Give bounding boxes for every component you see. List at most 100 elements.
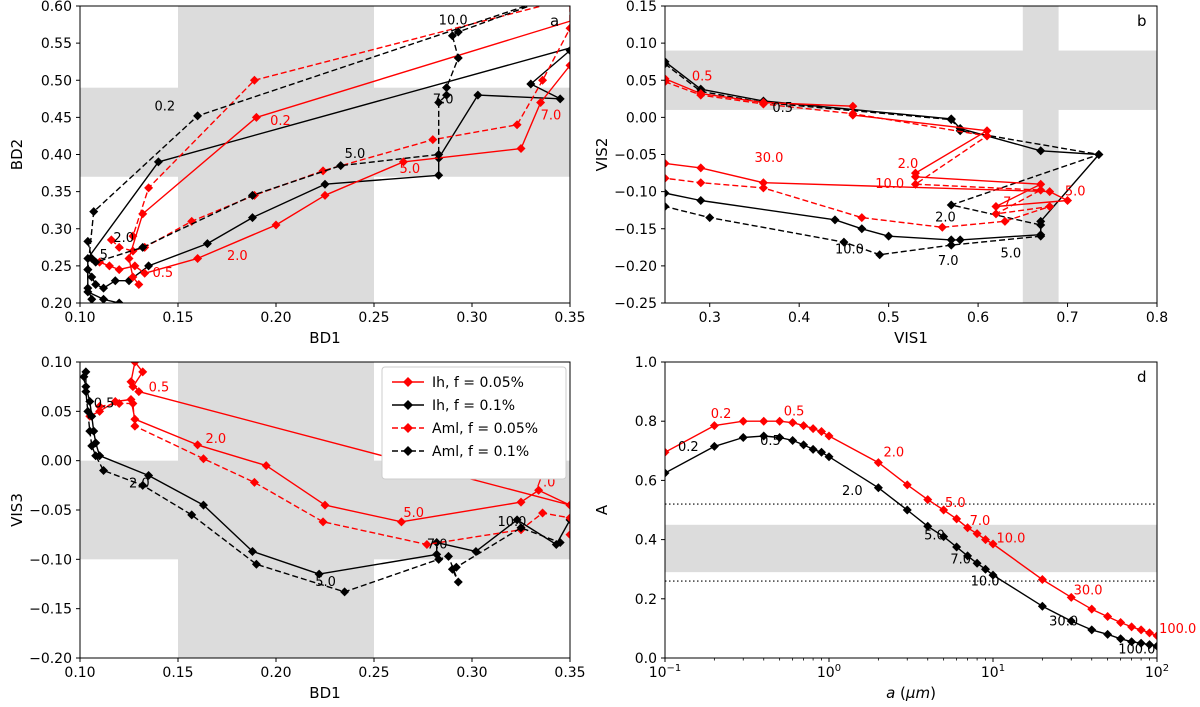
y-tick-label: 0.05 (626, 73, 657, 89)
x-tick-label: 0.5 (878, 310, 900, 326)
data-point-marker (1136, 638, 1146, 648)
data-point-marker (555, 538, 565, 548)
series-ih-f-0-05- (665, 416, 1157, 641)
point-label: 5 (100, 248, 108, 263)
data-point-marker (138, 242, 148, 252)
data-point-marker (89, 207, 99, 217)
x-axis-label: VIS1 (894, 329, 928, 347)
data-point-marker (759, 416, 769, 426)
y-tick-label: 0.45 (41, 110, 72, 126)
data-point-marker (816, 447, 826, 457)
point-label: 2.0 (227, 249, 248, 264)
point-label: 5.0 (924, 529, 945, 544)
point-label: 100.0 (1159, 622, 1196, 637)
y-tick-label: −0.10 (29, 552, 72, 568)
data-point-marker (873, 483, 883, 493)
x-axis-label: BD1 (309, 329, 340, 347)
data-point-marker (875, 250, 885, 260)
point-label: 0.5 (94, 396, 115, 411)
x-tick-label: 0.30 (456, 310, 487, 326)
data-point-marker (1037, 575, 1047, 585)
data-point-marker (1116, 634, 1126, 644)
data-point-marker (758, 178, 768, 188)
data-point-marker (665, 59, 670, 69)
y-tick-label: −0.25 (614, 296, 657, 312)
x-tick-label: 0.10 (64, 665, 95, 681)
data-point-marker (857, 213, 867, 223)
data-point-marker (198, 500, 208, 510)
data-point-marker (910, 172, 920, 182)
data-point-marker (140, 268, 150, 278)
point-label: 5.0 (403, 506, 424, 521)
data-point-marker (1127, 622, 1137, 632)
data-point-marker (839, 237, 849, 247)
data-point-marker (85, 426, 95, 436)
point-label: 2.0 (842, 484, 863, 499)
data-point-marker (128, 272, 138, 282)
data-point-marker (1000, 216, 1010, 226)
data-point-marker (451, 562, 461, 572)
point-label: 2.0 (884, 446, 905, 461)
series-line (83, 376, 561, 593)
data-point-marker (1116, 617, 1126, 627)
data-point-marker (1066, 616, 1076, 626)
y-tick-label: −0.10 (614, 185, 657, 201)
data-point-marker (512, 515, 522, 525)
panel-label: b (1137, 12, 1147, 30)
data-point-marker (104, 261, 114, 271)
data-point-marker (1066, 592, 1076, 602)
data-point-marker (130, 362, 140, 367)
y-tick-label: 0.2 (635, 592, 657, 608)
data-point-marker (972, 529, 982, 539)
point-label: 30.0 (754, 151, 783, 166)
data-point-marker (696, 90, 706, 100)
data-point-marker (83, 406, 93, 416)
x-axis-label: BD1 (309, 684, 340, 702)
data-point-marker (759, 431, 769, 441)
data-point-marker (788, 435, 798, 445)
data-point-marker (1152, 631, 1157, 641)
point-label: 5.0 (399, 162, 420, 177)
data-point-marker (848, 109, 858, 119)
data-point-marker (910, 179, 920, 189)
data-point-marker (428, 135, 438, 145)
data-point-marker (453, 27, 463, 37)
y-axis-label: VIS3 (8, 493, 26, 527)
data-point-marker (808, 444, 818, 454)
y-axis-label: BD2 (8, 139, 26, 170)
data-point-marker (1063, 196, 1073, 206)
data-point-marker (555, 94, 565, 104)
data-point-marker (1087, 625, 1097, 635)
data-point-marker (775, 432, 785, 442)
series-line (665, 435, 1157, 647)
data-point-marker (128, 398, 138, 408)
legend-swatch-diamond-icon (403, 400, 413, 410)
data-point-marker (534, 485, 544, 495)
y-tick-label: 0.00 (41, 454, 72, 470)
data-point-marker (952, 542, 962, 552)
data-point-marker (884, 231, 894, 241)
legend-label: Ih, f = 0.1% (432, 398, 515, 414)
data-point-marker (91, 279, 101, 289)
point-label: 0.5 (772, 101, 793, 116)
data-point-marker (83, 236, 93, 246)
series-aml-f-0-1- (83, 6, 532, 303)
y-tick-label: −0.20 (614, 259, 657, 275)
data-point-marker (565, 46, 570, 56)
y-tick-label: 0.15 (626, 0, 657, 15)
data-point-marker (83, 265, 93, 275)
x-tick-label: 0.20 (260, 665, 291, 681)
x-tick-label: 0.30 (456, 665, 487, 681)
point-label: 2.0 (898, 157, 919, 172)
data-point-marker (696, 196, 706, 206)
y-tick-label: 0.50 (41, 73, 72, 89)
x-tick-label: 0.10 (64, 310, 95, 326)
legend-frame (381, 366, 567, 480)
data-point-marker (198, 454, 208, 464)
data-point-marker (318, 517, 328, 527)
data-point-marker (1103, 612, 1113, 622)
point-label: 0.2 (270, 114, 291, 129)
data-point-marker (434, 98, 444, 108)
point-label: 0.2 (678, 440, 699, 455)
axes-frame (664, 361, 1158, 659)
